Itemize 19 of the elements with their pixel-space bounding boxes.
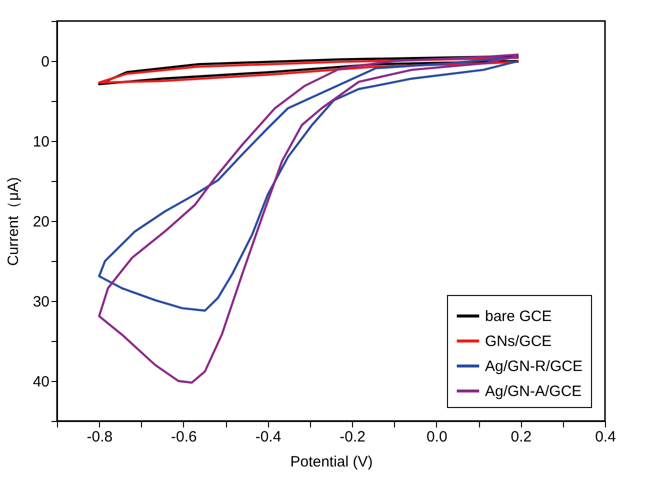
legend-label: bare GCE [485, 308, 552, 325]
x-tick-label: 0.4 [595, 428, 616, 446]
y-axis-title: Current（μA) [4, 177, 22, 266]
y-tick-label: 40 [32, 374, 50, 390]
legend-label: Ag/GN-A/GCE [485, 383, 582, 400]
x-tick-label: -0.4 [255, 428, 282, 446]
legend-label: Ag/GN-R/GCE [485, 358, 583, 375]
x-tick-label: 0.2 [510, 428, 532, 446]
line-series [98, 56, 520, 312]
y-tick-label: 30 [32, 294, 50, 310]
x-axis-title: Potential (V) [290, 454, 373, 470]
legend-label: GNs/GCE [485, 333, 552, 350]
x-tick-label: 0.0 [426, 428, 448, 446]
y-tick-label: 0 [41, 54, 50, 70]
y-tick-label: 20 [32, 214, 50, 230]
x-tick-label: -0.8 [86, 428, 113, 446]
y-tick-label: 10 [32, 134, 50, 150]
x-tick-label: -0.6 [171, 428, 197, 446]
x-tick-label: -0.2 [340, 428, 366, 446]
